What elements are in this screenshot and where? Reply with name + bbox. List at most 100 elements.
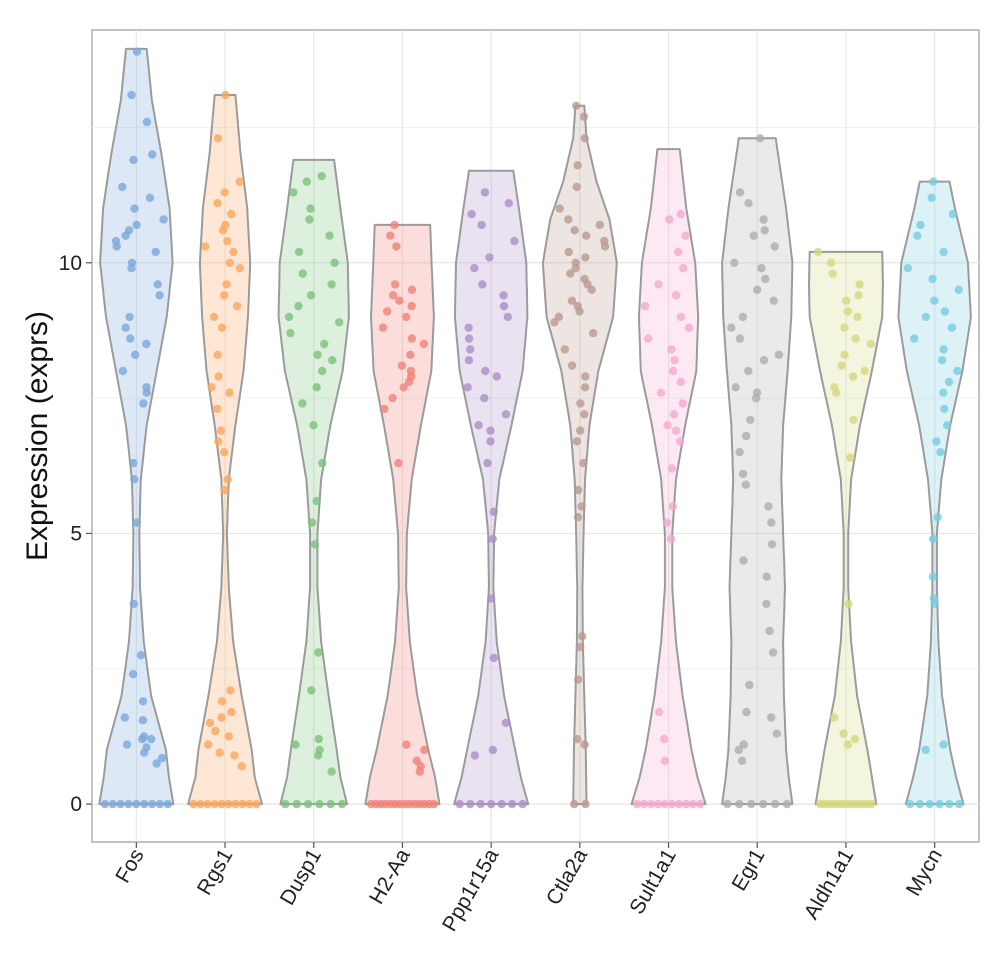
violin-shape [808, 250, 884, 806]
data-point [399, 383, 408, 392]
x-tick-label: Ppp1r15a [438, 845, 504, 936]
data-point [289, 188, 298, 197]
data-point [252, 799, 261, 809]
data-point [574, 485, 583, 495]
data-point [653, 799, 663, 809]
data-point [402, 740, 411, 749]
data-point [214, 437, 223, 446]
data-point [335, 318, 344, 327]
data-point [735, 799, 744, 809]
data-point [486, 437, 495, 446]
data-point [570, 799, 579, 809]
data-point [759, 215, 768, 224]
data-point [142, 383, 151, 392]
data-point [656, 388, 666, 397]
data-point [566, 269, 575, 278]
data-point [213, 350, 222, 359]
data-point [840, 323, 849, 332]
data-point [910, 334, 919, 343]
x-tick-label: Fos [111, 845, 148, 887]
data-point [124, 799, 133, 809]
data-point [383, 307, 392, 316]
data-point [499, 291, 508, 300]
data-point [155, 291, 164, 300]
data-point [632, 799, 642, 809]
data-point [734, 745, 743, 755]
data-point [667, 464, 677, 473]
data-point [671, 426, 681, 435]
data-point [579, 458, 588, 468]
data-point [126, 334, 135, 343]
data-point [131, 350, 140, 359]
data-point [483, 458, 492, 468]
data-point [503, 312, 512, 322]
data-point [767, 540, 777, 549]
data-point [223, 475, 232, 484]
data-point [660, 756, 670, 765]
data-point [662, 518, 672, 527]
data-point [671, 291, 681, 300]
data-point [213, 199, 222, 208]
data-point [315, 799, 324, 809]
data-point [220, 291, 229, 300]
data-point [129, 155, 138, 165]
data-point [330, 258, 339, 267]
data-point [753, 285, 762, 294]
data-point [829, 713, 839, 722]
x-tick-label: Rgs1 [193, 845, 237, 899]
data-point [944, 377, 954, 387]
data-point [849, 415, 858, 424]
data-point [455, 799, 464, 809]
data-point [723, 799, 732, 809]
data-point [153, 280, 162, 289]
data-point [157, 753, 167, 763]
data-point [830, 383, 839, 392]
data-point [731, 383, 740, 392]
data-point [125, 312, 134, 322]
data-point [221, 90, 230, 100]
data-point [855, 280, 864, 289]
data-point [314, 648, 323, 657]
data-point [846, 453, 855, 462]
x-tick-label: Egr1 [727, 845, 769, 895]
data-point [579, 112, 589, 121]
violin-ppp1r15a [453, 169, 530, 809]
data-point [573, 675, 583, 684]
data-point [939, 345, 948, 354]
data-point [294, 301, 303, 311]
data-point [939, 740, 948, 749]
data-point [759, 356, 769, 365]
data-point [388, 291, 398, 300]
data-point [463, 383, 472, 392]
data-point [205, 718, 215, 728]
data-point [214, 372, 223, 381]
data-point [129, 599, 138, 608]
data-point [757, 264, 766, 273]
violins-layer [98, 47, 972, 809]
data-point [771, 799, 780, 809]
data-point [744, 366, 753, 376]
x-axis-ticks: Fos Rgs1 Dusp1 H2-Aa Ppp1r15a Ctla2a Sult1a1 Eg… [111, 842, 947, 935]
data-point [142, 743, 151, 752]
data-point [489, 653, 498, 663]
data-point [905, 799, 915, 809]
data-point [955, 799, 964, 809]
data-point [215, 748, 224, 757]
data-point [116, 799, 125, 809]
data-point [760, 226, 769, 235]
data-point [201, 242, 210, 251]
data-point [774, 350, 784, 359]
data-point [481, 366, 490, 376]
data-point [501, 718, 511, 728]
data-point [217, 799, 226, 809]
data-point [928, 274, 937, 284]
data-point [940, 404, 949, 414]
data-point [936, 448, 945, 457]
data-point [518, 799, 527, 809]
data-point [581, 253, 590, 262]
data-point [220, 448, 229, 457]
data-point [420, 745, 429, 755]
data-point [844, 599, 853, 608]
violin-mycn [897, 177, 972, 809]
data-point [121, 323, 130, 332]
